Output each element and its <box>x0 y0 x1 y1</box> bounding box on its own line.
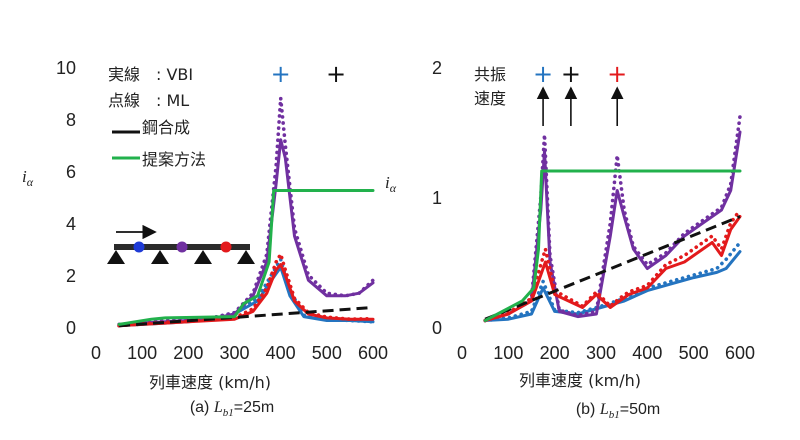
x-tick-label: 100 <box>127 343 157 363</box>
series-proposed <box>117 189 375 326</box>
legend-steel: 鋼合成 <box>142 118 190 137</box>
resonance-marker-black: + <box>561 60 581 88</box>
series-red_ml <box>117 252 375 328</box>
x-tick-label: 0 <box>457 343 467 363</box>
resonance-marker-blue: + <box>271 60 291 88</box>
series-proposed <box>483 169 742 322</box>
resonance-label-2: 速度 <box>474 89 506 108</box>
measure-point-red <box>220 241 232 253</box>
x-tick-label: 0 <box>91 343 101 363</box>
measure-point-blue <box>133 241 145 253</box>
x-tick-label: 400 <box>632 343 662 363</box>
chart-a-xlabel: 列車速度 (km/h) <box>149 373 271 392</box>
series-steel <box>484 215 741 321</box>
y-tick-label: 2 <box>432 58 442 78</box>
series-red_vbi <box>483 215 742 322</box>
x-tick-label: 500 <box>679 343 709 363</box>
series-purple_vbi <box>483 130 742 322</box>
series-blue_ml <box>483 240 742 323</box>
chart-a: 0 100 200 300 400 500 600 0 2 4 6 8 10 iα 列車速度 (km/h… <box>22 58 388 419</box>
support-1 <box>107 250 125 264</box>
x-tick-label: 300 <box>586 343 616 363</box>
series-red_ml <box>483 208 742 323</box>
resonance-marker-blue: + <box>533 60 553 88</box>
series-blue_vbi <box>483 250 742 322</box>
y-tick-label: 0 <box>66 318 76 338</box>
series-steel <box>118 306 374 328</box>
chart-b-caption: (b) Lb1=50m <box>576 401 660 421</box>
chart-a-caption: (a) Lb1=25m <box>190 399 274 419</box>
y-tick-label: 4 <box>66 214 76 234</box>
y-tick-label: 6 <box>66 162 76 182</box>
measure-point-purple <box>176 241 188 253</box>
chart-b-xlabel: 列車速度 (km/h) <box>519 371 641 390</box>
chart-b: 0 100 200 300 400 500 600 0 1 2 iα 列車速度 (km/h) (b… <box>385 58 755 421</box>
x-tick-label: 500 <box>312 343 342 363</box>
legend-proposed: 提案方法 <box>142 150 206 169</box>
x-tick-label: 200 <box>540 343 570 363</box>
resonance-marker-black: + <box>326 60 346 88</box>
legend-vbi: 実線 : VBI <box>108 65 193 84</box>
bridge-diagram <box>107 224 255 264</box>
y-tick-label: 2 <box>66 266 76 286</box>
x-tick-label: 200 <box>173 343 203 363</box>
y-tick-label: 10 <box>56 58 76 78</box>
support-4 <box>237 250 255 264</box>
x-tick-label: 600 <box>358 343 388 363</box>
support-3 <box>194 250 212 264</box>
chart-b-ylabel: iα <box>385 173 397 195</box>
chart-a-ylabel: iα <box>22 167 34 189</box>
legend-ml: 点線 : ML <box>108 91 189 110</box>
y-tick-label: 1 <box>432 188 442 208</box>
resonance-label-1: 共振 <box>474 65 506 84</box>
y-tick-label: 0 <box>432 318 442 338</box>
resonance-marker-red: + <box>607 60 627 88</box>
y-tick-label: 8 <box>66 110 76 130</box>
x-tick-label: 100 <box>493 343 523 363</box>
x-tick-label: 400 <box>266 343 296 363</box>
x-tick-label: 600 <box>725 343 755 363</box>
support-2 <box>151 250 169 264</box>
x-tick-label: 300 <box>219 343 249 363</box>
